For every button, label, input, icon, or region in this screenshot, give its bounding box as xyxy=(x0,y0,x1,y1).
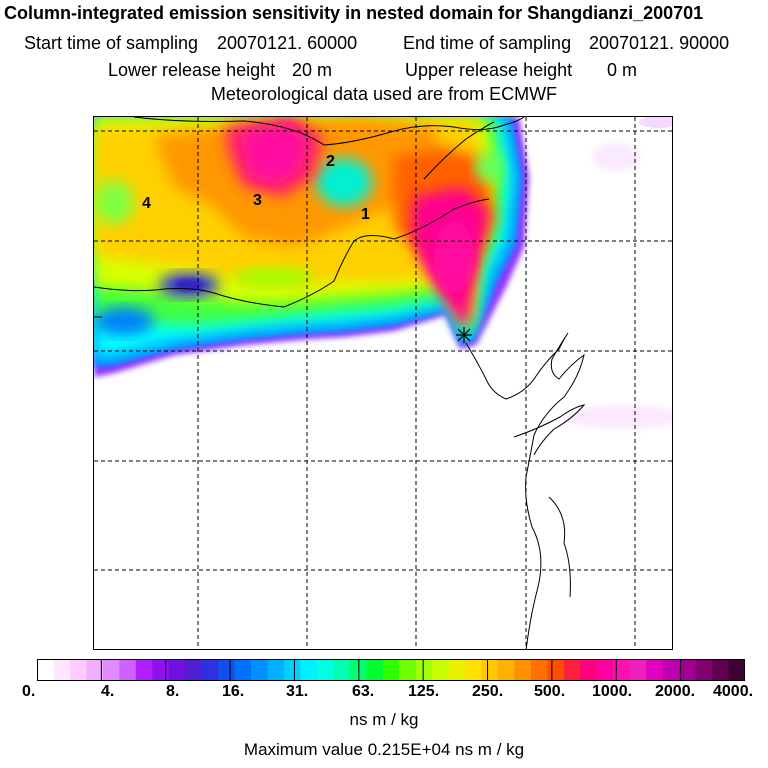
release-point-marker xyxy=(456,327,472,343)
tick-label: 2000. xyxy=(655,683,696,700)
colorbar-swatch xyxy=(382,659,400,681)
colorbar-swatch xyxy=(251,659,269,681)
tick-label: 4. xyxy=(101,683,115,700)
colorbar-swatch xyxy=(316,659,334,681)
colorbar-swatch xyxy=(201,659,219,681)
colorbar-swatch xyxy=(234,659,252,681)
tick-label: 125. xyxy=(408,683,440,700)
faint-sensitivity-patches xyxy=(564,117,672,429)
map-canvas: 1 2 3 4 xyxy=(94,117,672,649)
colorbar-swatch xyxy=(53,659,71,681)
start-time-label: Start time of sampling xyxy=(24,33,199,53)
plot-title: Column-integrated emission sensitivity i… xyxy=(4,3,704,23)
colorbar-swatch xyxy=(399,659,417,681)
maximum-value-label: Maximum value xyxy=(243,740,363,759)
colorbar xyxy=(37,659,745,681)
colorbar-swatch xyxy=(712,659,730,681)
tick-label: 4000. xyxy=(713,683,754,700)
colorbar-swatch xyxy=(679,659,697,681)
region-label-2: 2 xyxy=(326,153,335,170)
boundaries-and-coastline xyxy=(94,117,586,649)
start-time-value: 20070121. 60000 xyxy=(217,33,358,53)
colorbar-swatch xyxy=(448,659,466,681)
meteorological-data-line: Meteorological data used are from ECMWF xyxy=(210,84,558,104)
colorbar-swatch xyxy=(366,659,384,681)
region-label-1: 1 xyxy=(361,206,370,223)
colorbar-swatch xyxy=(168,659,186,681)
end-time-value: 20070121. 90000 xyxy=(589,33,730,53)
colorbar-swatch xyxy=(333,659,351,681)
colorbar-swatch xyxy=(300,659,318,681)
colorbar-frame xyxy=(37,659,745,681)
colorbar-swatch xyxy=(481,659,499,681)
colorbar-swatch xyxy=(86,659,104,681)
upper-height-value: 0 m xyxy=(607,60,638,80)
colorbar-swatch xyxy=(119,659,137,681)
colorbar-swatch xyxy=(102,659,120,681)
tick-label: 31. xyxy=(286,683,309,700)
colorbar-swatch xyxy=(283,659,302,681)
lat-lon-grid xyxy=(94,117,672,649)
colorbar-swatch xyxy=(152,659,170,681)
region-label-3: 3 xyxy=(253,192,262,209)
sensitivity-map: 1 2 3 4 xyxy=(93,116,673,650)
colorbar-swatch xyxy=(563,659,581,681)
lower-height-label: Lower release height xyxy=(108,60,276,80)
colorbar-swatch xyxy=(646,659,664,681)
colorbar-unit: ns m / kg xyxy=(349,710,419,729)
colorbar-swatch xyxy=(547,659,565,681)
colorbar-swatch xyxy=(465,659,483,681)
colorbar-swatch xyxy=(695,659,713,681)
upper-height-label: Upper release height xyxy=(405,60,573,80)
maximum-value-line: Maximum value 0.215E+04 ns m / kg xyxy=(0,740,768,760)
colorbar-swatch xyxy=(218,659,236,681)
colorbar-swatch xyxy=(37,659,55,681)
region-label-4: 4 xyxy=(142,195,151,212)
lower-height-value: 20 m xyxy=(292,60,333,80)
colorbar-swatch xyxy=(662,659,680,681)
colorbar-swatch xyxy=(415,659,433,681)
tick-label: 0. xyxy=(22,683,36,700)
colorbar-swatch xyxy=(498,659,516,681)
colorbar-swatch xyxy=(530,659,549,681)
tick-label: 16. xyxy=(222,683,245,700)
colorbar-swatch xyxy=(135,659,153,681)
colorbar-swatch xyxy=(629,659,647,681)
colorbar-swatch xyxy=(580,659,598,681)
colorbar-swatch xyxy=(728,659,745,681)
colorbar-swatch xyxy=(514,659,532,681)
colorbar-swatch xyxy=(267,659,285,681)
colorbar-swatch xyxy=(613,659,631,681)
end-time-label: End time of sampling xyxy=(403,33,572,53)
sensitivity-field xyxy=(94,117,529,377)
tick-label: 8. xyxy=(166,683,180,700)
colorbar-swatch xyxy=(432,659,450,681)
colorbar-swatch xyxy=(596,659,614,681)
colorbar-swatch xyxy=(69,659,87,681)
tick-label: 250. xyxy=(472,683,504,700)
tick-label: 1000. xyxy=(592,683,633,700)
tick-label: 63. xyxy=(352,683,375,700)
tick-label: 500. xyxy=(534,683,566,700)
colorbar-swatch xyxy=(185,659,203,681)
maximum-value: 0.215E+04 ns m / kg xyxy=(367,740,525,759)
